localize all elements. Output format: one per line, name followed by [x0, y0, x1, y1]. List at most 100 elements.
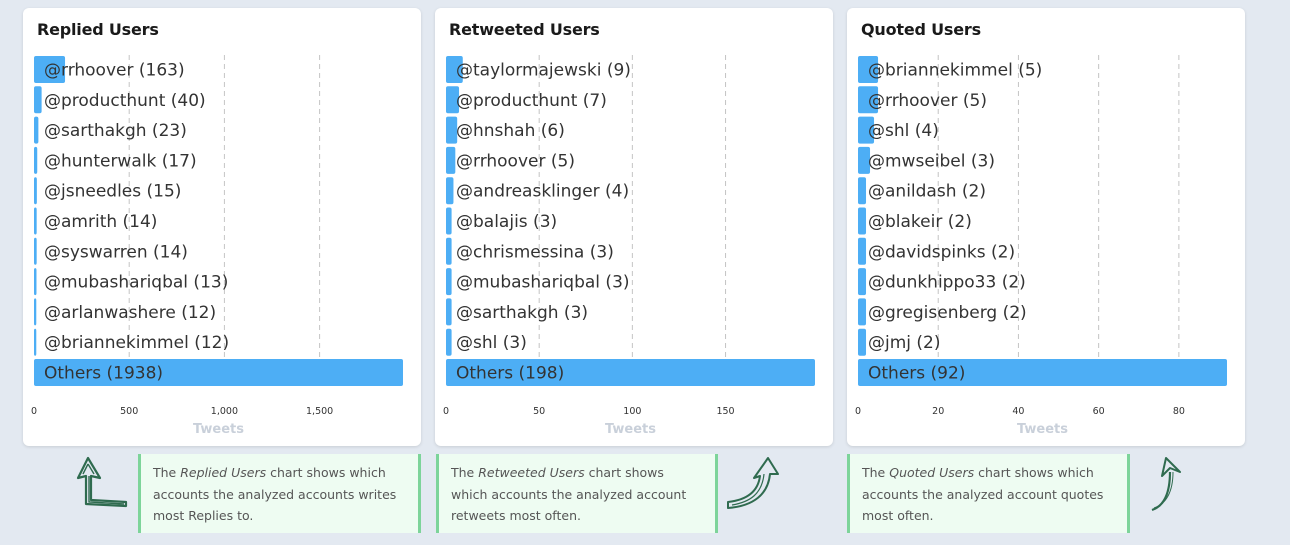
- x-tick-label: 60: [1093, 406, 1105, 417]
- bar[interactable]: [446, 328, 452, 356]
- bar-label: @taylormajewski (9): [456, 61, 631, 81]
- bar-label: @jmj (2): [868, 333, 941, 353]
- x-tick-label: 1,500: [306, 406, 333, 417]
- bar-label: @briannekimmel (5): [868, 61, 1042, 81]
- note-text: The: [451, 465, 479, 480]
- x-tick-label: 100: [623, 406, 641, 417]
- chart-card-quoted-users: Quoted Users 0 20 40 60 80 Tweets @briannekimm…: [847, 8, 1245, 446]
- arrow-curved-up-right-icon: [727, 457, 779, 509]
- note-retweeted-users: The Retweeted Users chart shows which ac…: [436, 454, 718, 533]
- bar-label: @syswarren (14): [44, 242, 188, 262]
- chart-card-retweeted-users: Retweeted Users 0 50 100 150 Tweets @taylorma…: [435, 8, 833, 446]
- bar[interactable]: [34, 56, 66, 83]
- quoted-users-chart: 0 20 40 60 80 Tweets @briannekimmel (5) @rrhoov…: [855, 55, 1227, 437]
- bar[interactable]: [446, 116, 458, 144]
- bar[interactable]: [446, 268, 452, 296]
- bar-label: @sarthakgh (23): [44, 121, 187, 141]
- bar[interactable]: [34, 116, 39, 144]
- x-tick-label: 0: [855, 406, 861, 417]
- retweeted-users-chart: 0 50 100 150 Tweets @taylormajewski (9) @produ…: [443, 55, 815, 437]
- x-tick-label: 0: [31, 406, 37, 417]
- bar-label: @rrhoover (5): [868, 91, 987, 111]
- bar[interactable]: [858, 146, 871, 174]
- note-emphasis: Retweeted Users: [478, 465, 585, 480]
- bar-label: @mubashariqbal (3): [456, 273, 630, 293]
- bar-label: @anildash (2): [868, 182, 986, 202]
- x-tick-label: 40: [1012, 406, 1024, 417]
- bar[interactable]: [858, 328, 867, 356]
- bar-label: @dunkhippo33 (2): [868, 273, 1026, 293]
- bar[interactable]: [446, 359, 815, 386]
- bar-label: @mwseibel (3): [868, 151, 995, 171]
- bar[interactable]: [446, 86, 460, 114]
- x-axis-title: Tweets: [193, 422, 244, 437]
- arrow-curved-up-icon: [1151, 457, 1181, 512]
- note-emphasis: Replied Users: [180, 465, 267, 480]
- bar-label: @arlanwashere (12): [44, 303, 216, 323]
- bar-label: @hnshah (6): [456, 121, 565, 141]
- x-axis-title: Tweets: [605, 422, 656, 437]
- replied-users-chart: 0 500 1,000 1,500 Tweets @rrhoover (163) @prod…: [31, 55, 403, 437]
- chart-title: Replied Users: [37, 20, 159, 39]
- bar-label: @sarthakgh (3): [456, 303, 588, 323]
- bar-label: Others (92): [868, 364, 965, 384]
- chart-title: Quoted Users: [861, 20, 981, 39]
- bar-label: @briannekimmel (12): [44, 333, 229, 353]
- bar[interactable]: [858, 359, 1227, 386]
- bar-label: @gregisenberg (2): [868, 303, 1027, 323]
- bar-label: @producthunt (7): [456, 91, 607, 111]
- bar-label: @balajis (3): [456, 212, 557, 232]
- chart-card-replied-users: Replied Users 0 500 1,000 1,500 Tweets @rrhoo…: [23, 8, 421, 446]
- note-quoted-users: The Quoted Users chart shows which accou…: [847, 454, 1130, 533]
- bar[interactable]: [858, 268, 867, 296]
- bar[interactable]: [446, 237, 452, 265]
- arrow-up-left-icon: [76, 456, 128, 508]
- bar[interactable]: [34, 237, 37, 265]
- bar[interactable]: [858, 207, 867, 235]
- x-tick-label: 1,000: [211, 406, 238, 417]
- x-tick-label: 20: [932, 406, 944, 417]
- bar[interactable]: [34, 359, 403, 386]
- bar[interactable]: [446, 298, 452, 326]
- bar-label: @rrhoover (5): [456, 151, 575, 171]
- bar[interactable]: [34, 86, 42, 114]
- bar[interactable]: [34, 146, 38, 174]
- note-text: The: [862, 465, 890, 480]
- x-tick-label: 0: [443, 406, 449, 417]
- bar[interactable]: [858, 116, 875, 144]
- bar[interactable]: [446, 146, 456, 174]
- bar[interactable]: [446, 207, 452, 235]
- bar[interactable]: [34, 177, 37, 205]
- bar[interactable]: [858, 86, 879, 114]
- bar[interactable]: [446, 177, 454, 205]
- x-axis-title: Tweets: [1017, 422, 1068, 437]
- note-text: chart shows which accounts the analyzed …: [153, 465, 397, 523]
- bar[interactable]: [858, 56, 879, 83]
- bar-label: @producthunt (40): [44, 91, 206, 111]
- x-tick-label: 50: [533, 406, 545, 417]
- note-replied-users: The Replied Users chart shows which acco…: [138, 454, 421, 533]
- x-tick-label: 150: [716, 406, 734, 417]
- bar-label: @rrhoover (163): [44, 61, 185, 81]
- bar-label: @davidspinks (2): [868, 242, 1015, 262]
- bar-label: @shl (3): [456, 333, 527, 353]
- bar[interactable]: [34, 268, 37, 296]
- bar[interactable]: [858, 298, 867, 326]
- bar[interactable]: [858, 237, 867, 265]
- bar-label: Others (1938): [44, 364, 163, 384]
- bar-label: @mubashariqbal (13): [44, 273, 228, 293]
- bar-label: @andreasklinger (4): [456, 182, 629, 202]
- bar[interactable]: [858, 177, 867, 205]
- bar-label: Others (198): [456, 364, 564, 384]
- note-emphasis: Quoted Users: [889, 465, 975, 480]
- bar-label: @shl (4): [868, 121, 939, 141]
- bar-label: @amrith (14): [44, 212, 157, 232]
- note-text: chart shows which accounts the analyzed …: [862, 465, 1104, 523]
- bar-label: @chrismessina (3): [456, 242, 614, 262]
- note-text: The: [153, 465, 181, 480]
- bar[interactable]: [34, 328, 37, 356]
- bar[interactable]: [34, 298, 37, 326]
- bar[interactable]: [446, 56, 463, 83]
- bar[interactable]: [34, 207, 37, 235]
- bar-label: @jsneedles (15): [44, 182, 181, 202]
